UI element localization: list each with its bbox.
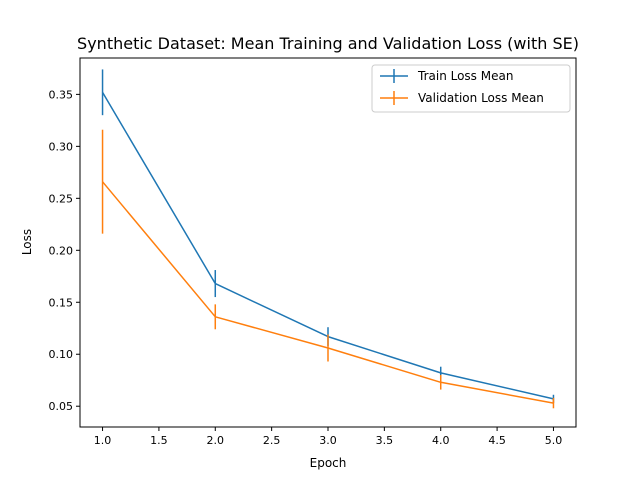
y-tick-label: 0.15	[49, 296, 74, 309]
legend-label-validation: Validation Loss Mean	[418, 91, 544, 105]
legend-frame	[371, 64, 571, 113]
legend-label-train: Train Loss Mean	[417, 69, 513, 83]
x-axis-label: Epoch	[310, 456, 347, 470]
x-tick-label: 5.0	[545, 434, 563, 447]
y-tick-label: 0.05	[49, 400, 74, 413]
y-tick-label: 0.30	[49, 140, 74, 153]
x-tick-label: 1.0	[94, 434, 112, 447]
chart-title: Synthetic Dataset: Mean Training and Val…	[77, 34, 579, 53]
series-line-validation	[101, 181, 554, 404]
x-tick-label: 3.0	[319, 434, 337, 447]
x-tick-label: 2.0	[207, 434, 225, 447]
x-tick-label: 1.5	[150, 434, 168, 447]
y-axis-label: Loss	[20, 229, 34, 255]
y-tick-label: 0.10	[49, 348, 74, 361]
series-layer	[101, 69, 555, 409]
x-tick-label: 4.0	[432, 434, 450, 447]
y-tick-label: 0.25	[49, 192, 74, 205]
x-tick-label: 4.5	[488, 434, 506, 447]
x-axis-ticks: 1.0 1.5 2.0 2.5 3.0 3.5 4.0 4.5 5.0	[94, 427, 562, 447]
legend-entry-train: Train Loss Mean	[380, 69, 513, 83]
plot-area-frame	[79, 57, 577, 428]
y-axis-ticks: 0.05 0.10 0.15 0.20 0.25 0.30 0.35	[49, 88, 80, 413]
x-tick-label: 2.5	[263, 434, 281, 447]
y-tick-label: 0.35	[49, 88, 74, 101]
y-tick-label: 0.20	[49, 244, 74, 257]
legend-entry-validation: Validation Loss Mean	[380, 91, 544, 105]
series-validation	[101, 129, 555, 409]
legend: Train Loss Mean Validation Loss Mean	[371, 64, 571, 113]
x-tick-label: 3.5	[376, 434, 394, 447]
